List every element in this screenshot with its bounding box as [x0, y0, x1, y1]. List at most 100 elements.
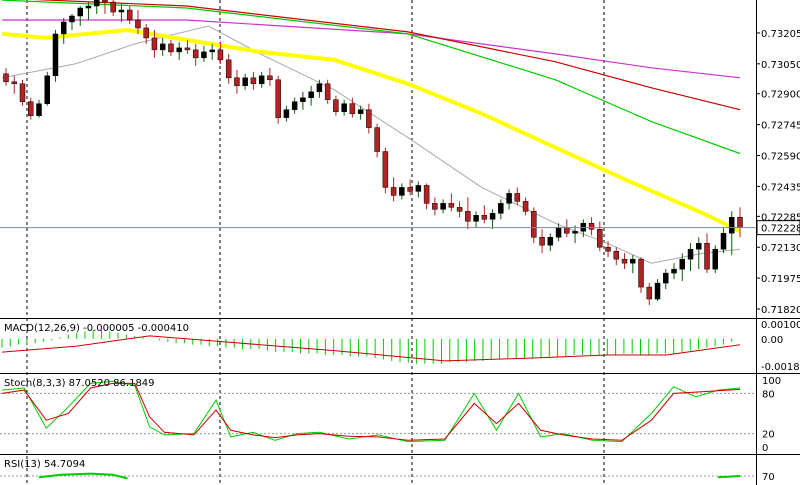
candle-bear [432, 203, 438, 210]
candle-bull [489, 213, 496, 220]
candle-bull [258, 75, 265, 85]
candle-bear [390, 187, 397, 196]
candle-bear [267, 75, 273, 81]
candle-bear [192, 49, 199, 59]
candle-bull [729, 217, 735, 234]
macd-tick-label: 0.00 [761, 335, 783, 346]
candle-bear [407, 187, 413, 192]
candle-bull [498, 203, 504, 214]
candle-bull [357, 109, 364, 114]
candle-bear [217, 49, 224, 61]
candle-bull [572, 231, 578, 234]
candle-bull [316, 83, 323, 92]
macd-signal-line [1, 335, 741, 362]
candle-bull [176, 47, 182, 53]
moving-average-line [1, 25, 741, 264]
price-tick-label: 0.72285 [761, 212, 800, 223]
candle-bear [135, 19, 141, 29]
stoch-line [1, 382, 741, 441]
stoch-tick-label: 20 [762, 430, 775, 441]
candle-bull [399, 187, 405, 196]
candle-bull [720, 233, 727, 250]
candle-bull [44, 75, 50, 104]
candle-bear [522, 201, 529, 212]
candle-bear [151, 37, 158, 51]
candle-bull [687, 248, 694, 260]
candle-bear [324, 83, 331, 100]
candle-bear [423, 185, 430, 204]
candle-bear [333, 99, 339, 112]
candle-bull [52, 33, 59, 77]
candle-bear [349, 103, 356, 114]
candle-bear [110, 1, 116, 13]
price-tick-label: 0.71820 [761, 305, 800, 316]
candle-bear [456, 207, 463, 212]
rsi-line [38, 472, 128, 480]
stoch-line [1, 380, 741, 443]
candle-bull [555, 227, 562, 238]
candle-bull [506, 193, 512, 204]
stoch-title: Stoch(8,3,3) 87.0520 86.1849 [4, 378, 155, 389]
candle-bear [366, 109, 372, 128]
price-tick-label: 0.72745 [761, 121, 800, 132]
candle-bull [696, 242, 702, 250]
candle-bear [605, 246, 611, 252]
stoch-tick-label: 80 [762, 389, 775, 400]
candle-bear [588, 223, 595, 230]
candle-bear [737, 217, 743, 228]
candle-bull [671, 268, 677, 274]
candle-bear [19, 83, 26, 102]
candle-bear [102, 0, 108, 3]
price-tick-label: 0.73205 [761, 29, 800, 40]
candle-bull [712, 248, 719, 270]
candle-bull [663, 272, 669, 284]
price-tick-label: 0.72130 [761, 243, 800, 254]
candle-bull [679, 258, 686, 270]
candle-bull [60, 21, 67, 35]
stoch-tick-label: 100 [762, 376, 781, 387]
macd-panel: 0.001008 0.00 -0.001847 [1, 320, 800, 373]
price-tick-label: 0.72590 [761, 152, 800, 163]
candle-bull [209, 49, 215, 53]
candle-bear [646, 286, 653, 300]
candle-bear [126, 9, 133, 21]
moving-average-line [2, 19, 741, 79]
candle-bull [93, 0, 100, 7]
current-price-box [756, 220, 800, 236]
candle-bull [69, 15, 75, 23]
candle-bear [184, 47, 191, 51]
candle-bull [547, 236, 554, 246]
rsi-line [717, 475, 741, 479]
candle-bear [27, 101, 34, 116]
candle-bear [250, 77, 257, 85]
candle-bull [415, 185, 422, 192]
macd-title: MACD(12,26,9) -0.000005 -0.000410 [4, 323, 189, 334]
rsi-tick-label: 70 [762, 472, 775, 483]
candle-bear [597, 229, 603, 248]
candle-bear [613, 250, 620, 260]
candle-bull [283, 109, 290, 118]
price-tick-label: 0.73050 [761, 60, 800, 71]
candle-bull [291, 101, 298, 110]
candle-bear [168, 43, 174, 53]
price-tick-label: 0.72900 [761, 90, 800, 101]
moving-average-line [1, 0, 741, 155]
rsi-title: RSI(13) 54.7094 [4, 459, 85, 470]
current-price-label: 0.72228 [761, 224, 800, 235]
rsi-panel: 70 [0, 472, 775, 483]
candle-bull [308, 91, 314, 98]
candle-bull [85, 5, 92, 9]
price-tick-label: 0.71975 [761, 274, 800, 285]
candle-bear [448, 203, 455, 208]
candle-bull [118, 9, 125, 13]
candle-bull [159, 43, 166, 51]
candle-bull [300, 97, 306, 102]
candle-bear [481, 215, 488, 220]
moving-average-line [1, 27, 741, 234]
moving-average-line [32, 0, 741, 111]
candle-bull [473, 215, 479, 222]
vertical-grid [26, 0, 605, 485]
candle-bear [234, 77, 240, 87]
